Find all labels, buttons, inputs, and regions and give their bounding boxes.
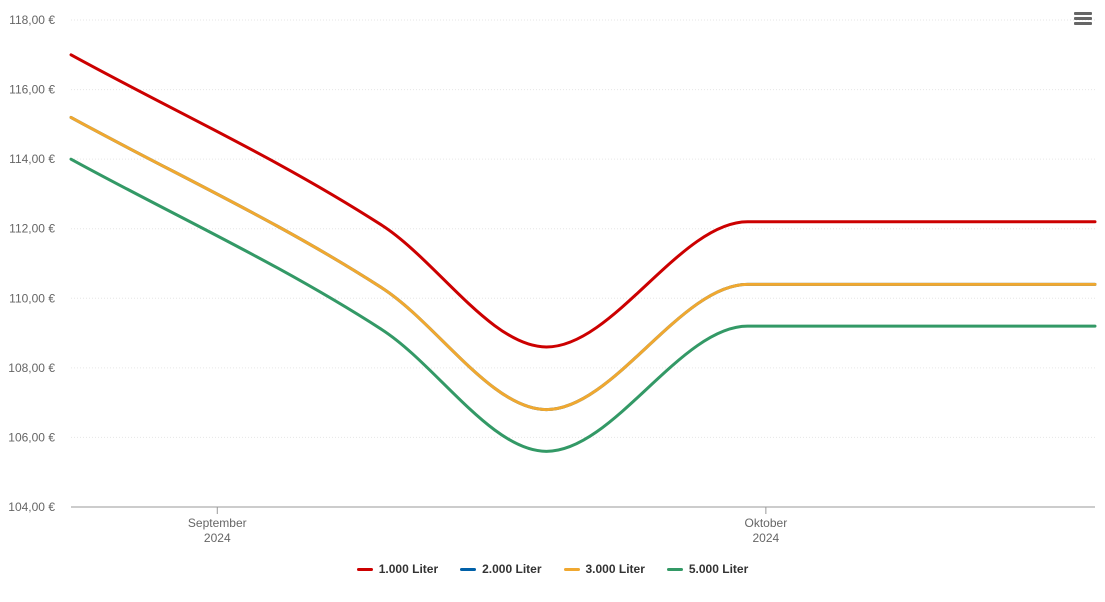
y-tick-label: 110,00 € xyxy=(9,291,55,305)
y-tick-label: 114,00 € xyxy=(9,152,55,166)
legend-swatch xyxy=(460,567,477,571)
series-line-1 xyxy=(69,115,1097,412)
legend-item-series-1[interactable]: 2.000 Liter xyxy=(460,562,542,576)
legend-swatch xyxy=(563,567,580,571)
legend-label: 3.000 Liter xyxy=(585,562,645,576)
hamburger-menu-icon[interactable] xyxy=(1074,12,1092,28)
x-tick-label: 2024 xyxy=(204,531,231,545)
legend: 1.000 Liter 2.000 Liter 3.000 Liter 5.00… xyxy=(0,562,1105,576)
y-tick-label: 112,00 € xyxy=(9,222,55,236)
legend-item-series-3[interactable]: 5.000 Liter xyxy=(666,562,749,576)
y-tick-label: 116,00 € xyxy=(9,83,55,97)
line-chart: 104,00 € 106,00 € 108,00 € 110,00 € 112,00 €… xyxy=(8,13,1097,545)
legend-item-series-0[interactable]: 1.000 Liter xyxy=(356,562,439,576)
legend-label: 5.000 Liter xyxy=(688,562,749,576)
legend-label: 2.000 Liter xyxy=(482,562,542,576)
y-tick-label: 104,00 € xyxy=(8,500,55,514)
series-line-0 xyxy=(69,53,1097,349)
legend-item-series-2[interactable]: 3.000 Liter xyxy=(563,562,645,576)
y-tick-label: 118,00 € xyxy=(9,13,55,27)
x-tick-label: 2024 xyxy=(753,531,780,545)
y-axis-tick-labels: 104,00 € 106,00 € 108,00 € 110,00 € 112,00 €… xyxy=(8,13,55,514)
legend-swatch xyxy=(356,567,373,571)
legend-swatch xyxy=(666,567,683,571)
series-lines xyxy=(69,53,1097,453)
series-line-3 xyxy=(69,157,1097,453)
x-tick-label: Oktober xyxy=(745,516,788,530)
x-tick-label: September xyxy=(188,516,247,530)
grid-lines xyxy=(71,19,1095,438)
y-tick-label: 108,00 € xyxy=(8,361,55,375)
series-line-2 xyxy=(69,115,1097,412)
legend-label: 1.000 Liter xyxy=(378,562,439,576)
y-tick-label: 106,00 € xyxy=(8,430,55,444)
